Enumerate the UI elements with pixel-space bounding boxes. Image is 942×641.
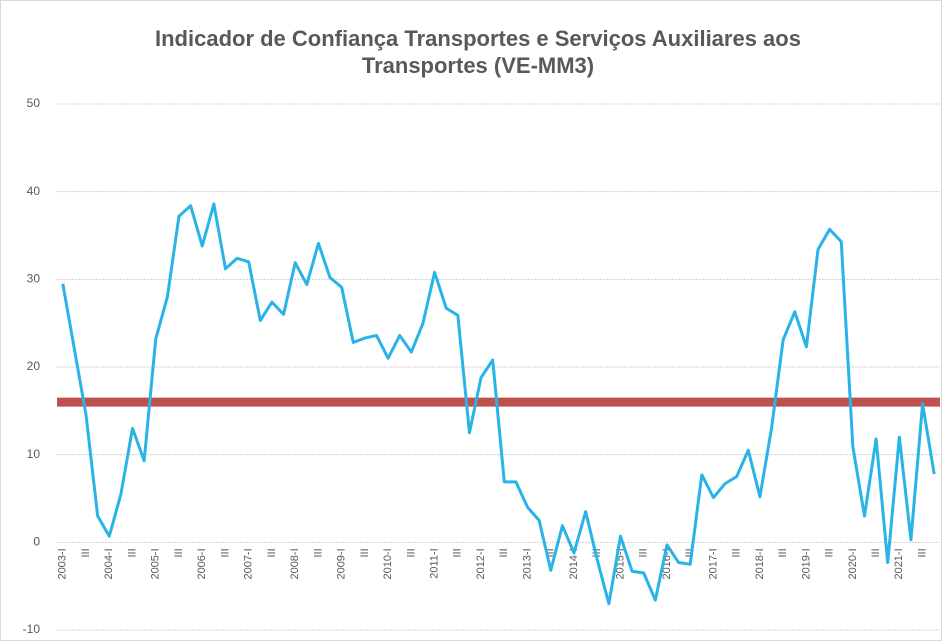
x-tick-label: 2021-I xyxy=(893,548,905,579)
x-tick-label: 2020-I xyxy=(847,548,859,579)
x-tick-label: 2013-I xyxy=(521,548,533,579)
y-tick-label: 20 xyxy=(27,359,41,373)
x-tick-label: III xyxy=(591,548,603,557)
x-tick-label: III xyxy=(266,548,278,557)
x-tick-label: III xyxy=(126,548,138,557)
x-tick-label: III xyxy=(777,548,789,557)
x-tick-label: 2006-I xyxy=(196,548,208,579)
x-tick-label: III xyxy=(870,548,882,557)
x-tick-label: III xyxy=(824,548,836,557)
x-tick-label: III xyxy=(312,548,324,557)
y-tick-label: 30 xyxy=(27,272,41,286)
x-tick-label: III xyxy=(731,548,743,557)
x-tick-label: III xyxy=(545,548,557,557)
x-tick-label: 2005-I xyxy=(150,548,162,579)
x-tick-label: III xyxy=(80,548,92,557)
y-tick-label: 50 xyxy=(27,96,41,110)
x-tick-label: 2014-I xyxy=(568,548,580,579)
x-tick-label: III xyxy=(405,548,417,557)
x-tick-label: 2012-I xyxy=(475,548,487,579)
x-tick-label: 2008-I xyxy=(289,548,301,579)
x-tick-label: 2009-I xyxy=(336,548,348,579)
x-tick-label: III xyxy=(916,548,928,557)
y-tick-label: -10 xyxy=(23,622,41,636)
x-tick-label: 2003-I xyxy=(57,548,69,579)
chart-title: Transportes (VE-MM3) xyxy=(362,53,594,78)
x-tick-label: III xyxy=(638,548,650,557)
x-tick-label: III xyxy=(359,548,371,557)
x-tick-label: 2010-I xyxy=(382,548,394,579)
x-tick-label: III xyxy=(498,548,510,557)
x-tick-label: III xyxy=(452,548,464,557)
x-tick-label: III xyxy=(684,548,696,557)
y-tick-label: 40 xyxy=(27,184,41,198)
x-tick-label: 2011-I xyxy=(429,548,441,578)
y-tick-label: 10 xyxy=(27,447,41,461)
data-line xyxy=(61,202,936,606)
x-tick-label: 2017-I xyxy=(707,548,719,579)
y-tick-label: 0 xyxy=(33,535,40,549)
x-tick-label: 2004-I xyxy=(103,548,115,579)
x-tick-label: 2007-I xyxy=(243,548,255,579)
x-tick-label: 2018-I xyxy=(754,548,766,579)
x-tick-label: III xyxy=(173,548,185,557)
x-tick-label: 2019-I xyxy=(800,548,812,579)
x-tick-label: III xyxy=(219,548,231,557)
chart-title: Indicador de Confiança Transportes e Ser… xyxy=(155,26,801,51)
